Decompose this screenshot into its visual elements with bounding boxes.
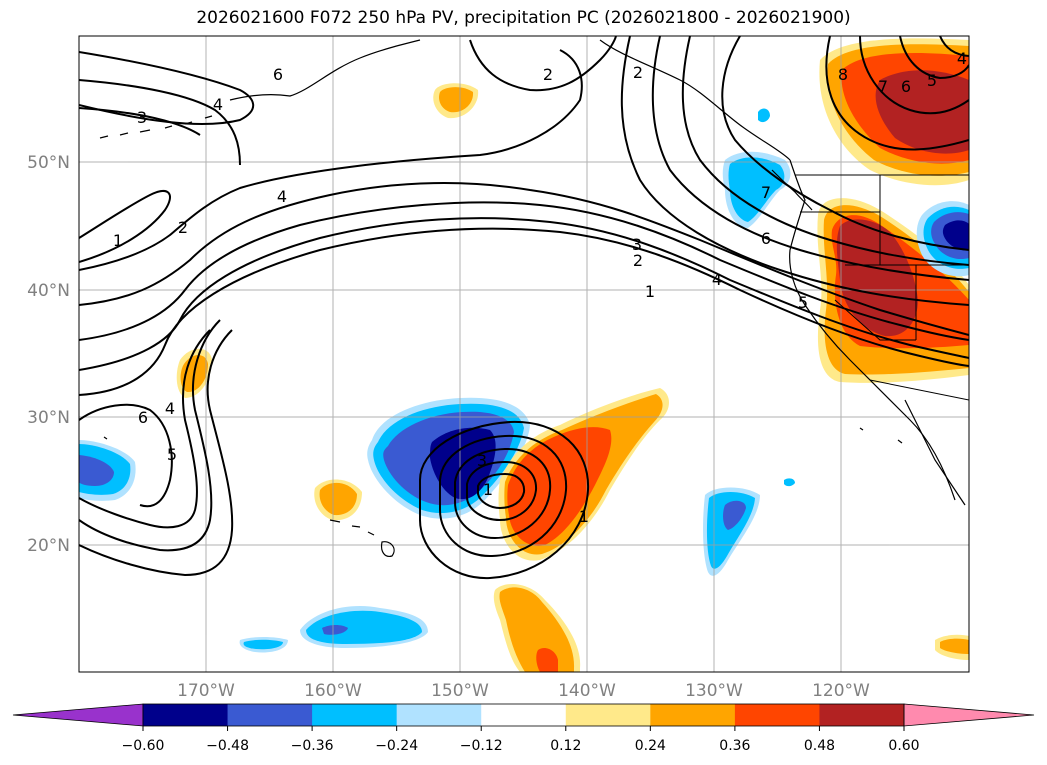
contour-label: 4 [712, 270, 722, 289]
lat-label: 20°N [27, 536, 70, 556]
colorbar-segment [819, 704, 905, 726]
colorbar-segment [565, 704, 651, 726]
colorbar-extend-low [12, 703, 144, 727]
lat-label: 40°N [27, 281, 70, 301]
map-border [78, 35, 970, 673]
lon-label: 170°W [177, 681, 235, 701]
colorbar: −0.60 −0.48 −0.36 −0.24 −0.12 0.12 0.24 0.36 0.4… [12, 703, 1035, 754]
contour-label: 7 [761, 183, 771, 202]
contour-label: 3 [137, 108, 147, 127]
contour-label: 5 [798, 293, 808, 312]
contour-label: 2 [633, 63, 643, 82]
lon-label: 130°W [685, 681, 743, 701]
contour-label: 6 [138, 408, 148, 427]
colorbar-tick-label: 0.24 [635, 738, 666, 754]
contour-label: 5 [167, 445, 177, 464]
contour-label: 2 [633, 251, 643, 270]
contour-label: 3 [477, 451, 487, 470]
lon-label: 140°W [558, 681, 616, 701]
colorbar-tick-label: 0.12 [550, 738, 581, 754]
lat-label: 30°N [27, 408, 70, 428]
latitude-labels: 50°N 40°N 30°N 20°N [27, 153, 70, 556]
lon-label: 150°W [431, 681, 489, 701]
contour-label: 1 [483, 480, 493, 499]
colorbar-tick-label: −0.12 [460, 738, 503, 754]
contour-label: 1 [579, 507, 589, 526]
colorbar-segment [227, 704, 313, 726]
contour-label: 4 [165, 399, 175, 418]
colorbar-tick-label: −0.36 [291, 738, 334, 754]
pv-contours [79, 36, 969, 580]
colorbar-tick-label: −0.60 [122, 738, 165, 754]
gridlines [79, 36, 969, 672]
contour-label: 1 [113, 231, 123, 250]
lon-label: 160°W [304, 681, 362, 701]
contour-label: 4 [213, 95, 223, 114]
contour-label: 4 [957, 49, 967, 68]
colorbar-segment [312, 704, 398, 726]
colorbar-segment [396, 704, 482, 726]
colorbar-tick-label: −0.48 [206, 738, 249, 754]
colorbar-tick-label: 0.36 [719, 738, 750, 754]
lon-label: 120°W [812, 681, 870, 701]
colorbar-extend-high [903, 703, 1035, 727]
colorbar-segment [650, 704, 736, 726]
contour-label: 4 [277, 187, 287, 206]
contour-label: 3 [632, 235, 642, 254]
contour-label: 6 [901, 77, 911, 96]
colorbar-tick-label: 0.48 [804, 738, 835, 754]
contour-label: 2 [178, 218, 188, 237]
contour-label: 6 [273, 65, 283, 84]
contour-label: 2 [543, 65, 553, 84]
contour-label: 8 [838, 65, 848, 84]
lat-label: 50°N [27, 153, 70, 173]
colorbar-segment [143, 704, 229, 726]
map-title: 2026021600 F072 250 hPa PV, precipitatio… [196, 8, 851, 28]
contour-label: 1 [645, 282, 655, 301]
colorbar-segment [734, 704, 820, 726]
colorbar-tick-label: 0.60 [888, 738, 919, 754]
contour-label: 5 [927, 71, 937, 90]
longitude-labels: 170°W 160°W 150°W 140°W 130°W 120°W [177, 681, 870, 701]
colorbar-tick-label: −0.24 [375, 738, 418, 754]
colorbar-segment [481, 704, 567, 726]
contour-label: 7 [878, 77, 888, 96]
contour-label: 6 [761, 229, 771, 248]
